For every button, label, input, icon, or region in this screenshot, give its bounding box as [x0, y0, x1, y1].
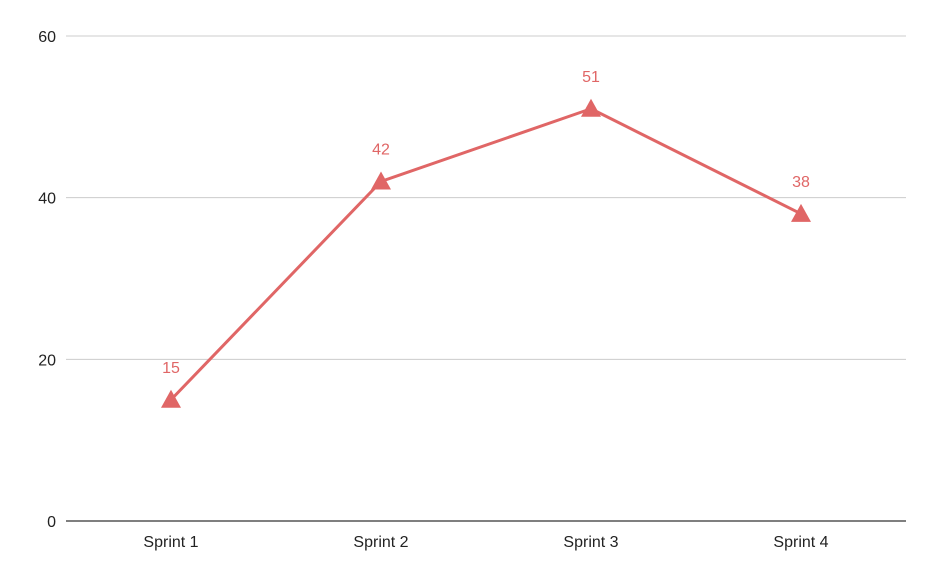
triangle-marker	[161, 389, 181, 408]
series-line	[169, 107, 803, 402]
y-tick-label: 60	[38, 29, 56, 46]
y-tick-label: 40	[38, 191, 56, 208]
triangle-marker	[371, 171, 391, 190]
x-axis-ticks: Sprint 1 Sprint 2 Sprint 3 Sprint 4	[143, 534, 828, 551]
series-markers	[161, 98, 811, 408]
data-label: 51	[582, 69, 600, 86]
x-tick-label: Sprint 1	[143, 534, 198, 551]
data-label: 42	[372, 142, 390, 159]
x-tick-label: Sprint 2	[353, 534, 408, 551]
x-tick-label: Sprint 3	[563, 534, 618, 551]
data-labels: 15 42 51 38	[162, 69, 810, 377]
data-label: 38	[792, 174, 810, 191]
triangle-marker	[581, 98, 601, 117]
series-line-group	[169, 107, 803, 402]
gridlines	[66, 35, 906, 522]
x-tick-label: Sprint 4	[773, 534, 828, 551]
y-tick-label: 0	[47, 514, 56, 531]
y-tick-label: 20	[38, 352, 56, 369]
triangle-marker	[791, 203, 811, 222]
data-label: 15	[162, 360, 180, 377]
y-axis-ticks: 0 20 40 60	[38, 29, 56, 531]
